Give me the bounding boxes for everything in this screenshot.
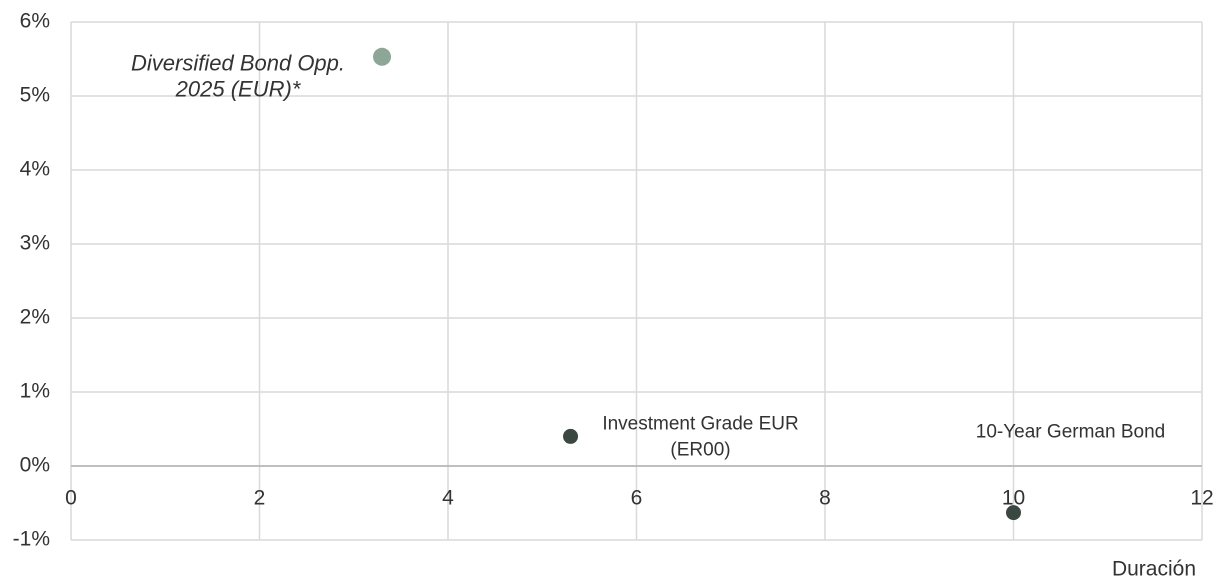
- y-tick-label: 6%: [20, 10, 50, 33]
- x-axis-label: Duración: [1112, 558, 1196, 581]
- point: [373, 47, 392, 66]
- y-tick-label: 2%: [20, 306, 50, 329]
- point-label-line: Investment Grade EUR: [602, 413, 798, 434]
- point-label: Diversified Bond Opp.2025 (EUR)*: [131, 51, 345, 102]
- y-tick-label: 1%: [20, 380, 50, 403]
- x-tick-label: 12: [1190, 487, 1213, 510]
- y-tick-label: 3%: [20, 232, 50, 255]
- y-tick-label: 4%: [20, 158, 50, 181]
- point-label-line: Diversified Bond Opp.: [131, 51, 345, 76]
- point-label-line: 10-Year German Bond: [976, 422, 1165, 443]
- x-tick-label: 0: [65, 487, 77, 510]
- y-tick-label: -1%: [13, 528, 50, 551]
- point-label: Investment Grade EUR (ER00): [602, 413, 798, 460]
- point: [563, 428, 579, 444]
- point-label-line: (ER00): [670, 439, 730, 460]
- y-tick-label: 5%: [20, 84, 50, 107]
- point-label: 10-Year German Bond: [976, 422, 1165, 443]
- x-tick-label: 10: [1002, 487, 1025, 510]
- point-label-line: 2025 (EUR)*: [175, 77, 302, 102]
- y-tick-label: 0%: [20, 454, 50, 477]
- x-tick-label: 2: [254, 487, 266, 510]
- x-tick-label: 4: [442, 487, 454, 510]
- x-tick-label: 6: [631, 487, 643, 510]
- x-tick-label: 8: [819, 487, 831, 510]
- point: [1006, 505, 1021, 521]
